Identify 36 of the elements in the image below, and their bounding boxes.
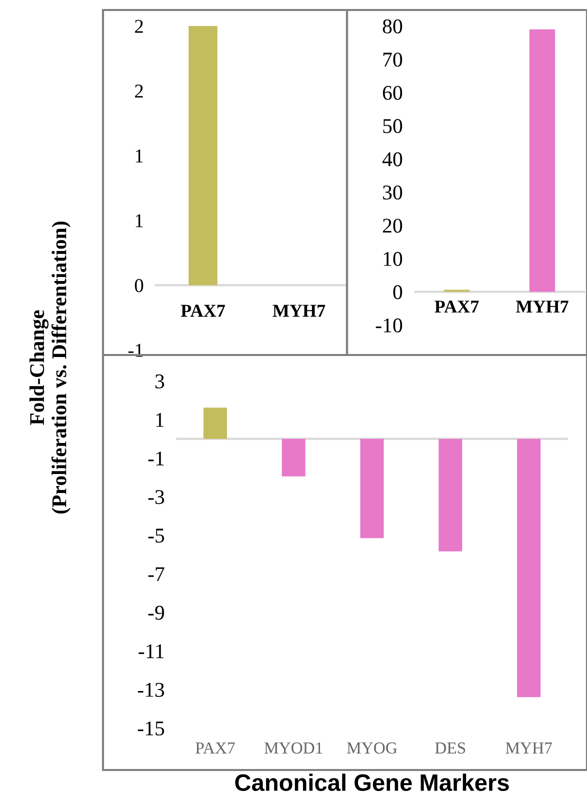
- y-tick-label: -11: [138, 644, 164, 658]
- y-tick-label: 50: [383, 119, 402, 134]
- y-tick-label: -10: [376, 318, 402, 332]
- y-tick-label: 3: [155, 374, 164, 388]
- y-tick-label: 60: [382, 86, 402, 100]
- y-tick-label: 2: [135, 84, 143, 98]
- y-tick-label: 1: [136, 214, 143, 228]
- y-tick-label: -9: [148, 606, 164, 620]
- y-tick-label: -15: [138, 721, 164, 736]
- x-tick-label: MYH7: [506, 742, 552, 754]
- x-tick-label: MYOD1: [264, 742, 322, 754]
- y-tick-label: 1: [156, 413, 164, 427]
- y-tick-label: 0: [134, 279, 144, 292]
- x-tick-label: PAX7: [180, 304, 225, 317]
- y-tick-label: -13: [138, 682, 164, 697]
- y-tick-label: 30: [383, 185, 402, 200]
- y-tick-label: -1: [148, 452, 164, 466]
- x-tick-label: MYOG: [347, 742, 397, 754]
- x-tick-label: PAX7: [434, 300, 479, 313]
- x-tick-label: PAX7: [196, 742, 235, 754]
- x-tick-label: MYH7: [272, 304, 326, 317]
- y-tick-label: -7: [148, 567, 164, 582]
- y-tick-label: 10: [384, 252, 402, 266]
- y-tick-label: 0: [393, 285, 402, 300]
- y-tick-label: -3: [148, 490, 164, 504]
- x-tick-label: MYH7: [516, 300, 568, 313]
- y-tick-label: -5: [148, 528, 164, 543]
- x-tick-label: DES: [435, 742, 466, 754]
- y-tick-label: 20: [382, 218, 402, 233]
- y-tick-label: 70: [383, 52, 402, 67]
- y-tick-label: 80: [382, 19, 402, 34]
- y-axis-title: Fold-Change (Proliferation vs. Differentiation): [29, 222, 71, 514]
- y-tick-label: 40: [382, 152, 402, 166]
- x-axis-title: Canonical Gene Markers: [235, 774, 509, 792]
- y-tick-label: 2: [135, 20, 143, 33]
- y-tick-label: 1: [136, 150, 143, 162]
